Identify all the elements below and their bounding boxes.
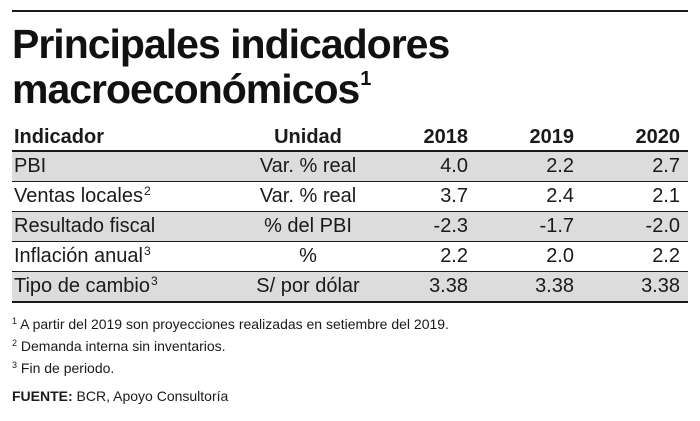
source-label: FUENTE:	[12, 388, 73, 404]
footnote-2: 2 Demanda interna sin inventarios.	[12, 336, 449, 358]
row-indicator-label: Inflación anual	[14, 245, 143, 267]
footnote-marker: 3	[12, 360, 18, 370]
row-2018: -2.3	[433, 215, 468, 237]
row-unit: Var. % real	[259, 185, 357, 207]
table-row-resultado-fiscal: Resultado fiscal % del PBI -2.3 -1.7 -2.…	[12, 212, 688, 242]
source-text: BCR, Apoyo Consultoría	[72, 388, 229, 404]
row-2020: 2.2	[652, 245, 680, 267]
row-2020: 2.7	[652, 155, 680, 177]
chart-title: Principales indicadores macroeconómicos1	[12, 22, 688, 120]
top-rule	[12, 10, 688, 12]
indicators-table: Indicador Unidad 2018 2019 2020 PBI Var.…	[12, 124, 688, 303]
source-line: FUENTE: BCR, Apoyo Consultoría	[12, 388, 228, 404]
row-2020: 3.38	[641, 275, 680, 297]
row-footnote-ref: 2	[143, 184, 151, 198]
footnote-text: A partir del 2019 son proyecciones reali…	[17, 316, 449, 332]
row-2020: 2.1	[652, 185, 680, 207]
table-header-row: Indicador Unidad 2018 2019 2020	[12, 124, 688, 152]
footnote-marker: 1	[12, 316, 18, 326]
title-footnote-ref: 1	[360, 68, 371, 90]
row-indicator-label: Resultado fiscal	[14, 215, 156, 237]
row-unit: Var. % real	[259, 155, 357, 177]
footnote-1: 1 A partir del 2019 son proyecciones rea…	[12, 314, 449, 336]
row-2018: 2.2	[440, 245, 468, 267]
row-2019: 2.2	[546, 155, 574, 177]
row-2019: 2.0	[546, 245, 574, 267]
row-indicator: Tipo de cambio3	[12, 274, 244, 298]
header-2019: 2019	[529, 125, 575, 148]
row-unit: S/ por dólar	[256, 275, 360, 297]
footnotes: 1 A partir del 2019 son proyecciones rea…	[12, 314, 449, 380]
table-row-tipo-de-cambio: Tipo de cambio3 S/ por dólar 3.38 3.38 3…	[12, 272, 688, 303]
footnote-marker: 2	[12, 338, 18, 348]
row-2018: 4.0	[440, 155, 468, 177]
header-2018: 2018	[423, 125, 469, 148]
row-2019: 2.4	[546, 185, 574, 207]
title-line-1: Principales indicadores	[12, 21, 450, 67]
row-indicator: PBI	[12, 155, 244, 178]
table-row-inflacion-anual: Inflación anual3 % 2.2 2.0 2.2	[12, 242, 688, 272]
row-indicator-label: PBI	[14, 155, 47, 177]
row-indicator: Ventas locales2	[12, 184, 244, 208]
row-2019: -1.7	[539, 215, 574, 237]
header-unit: Unidad	[274, 125, 342, 148]
row-unit: %	[299, 245, 317, 267]
title-line-2-text: macroeconómicos	[12, 66, 360, 112]
row-2018: 3.38	[429, 275, 468, 297]
row-2018: 3.7	[440, 185, 468, 207]
row-2019: 3.38	[535, 275, 574, 297]
footnote-3: 3 Fin de periodo.	[12, 358, 449, 380]
row-indicator-label: Ventas locales	[14, 185, 143, 207]
row-footnote-ref: 3	[151, 274, 158, 288]
row-indicator: Inflación anual3	[12, 244, 244, 268]
header-2020: 2020	[635, 125, 681, 148]
row-2020: -2.0	[645, 215, 680, 237]
header-indicator: Indicador	[14, 125, 105, 148]
table-row-ventas-locales: Ventas locales2 Var. % real 3.7 2.4 2.1	[12, 182, 688, 212]
row-indicator: Resultado fiscal	[12, 215, 244, 238]
row-indicator-label: Tipo de cambio	[14, 275, 150, 297]
footnote-text: Demanda interna sin inventarios.	[17, 338, 226, 354]
row-footnote-ref: 3	[143, 244, 151, 258]
table-row-pbi: PBI Var. % real 4.0 2.2 2.7	[12, 152, 688, 182]
row-unit: % del PBI	[264, 215, 352, 237]
title-line-2: macroeconómicos1	[12, 67, 688, 120]
footnote-text: Fin de periodo.	[17, 360, 115, 376]
